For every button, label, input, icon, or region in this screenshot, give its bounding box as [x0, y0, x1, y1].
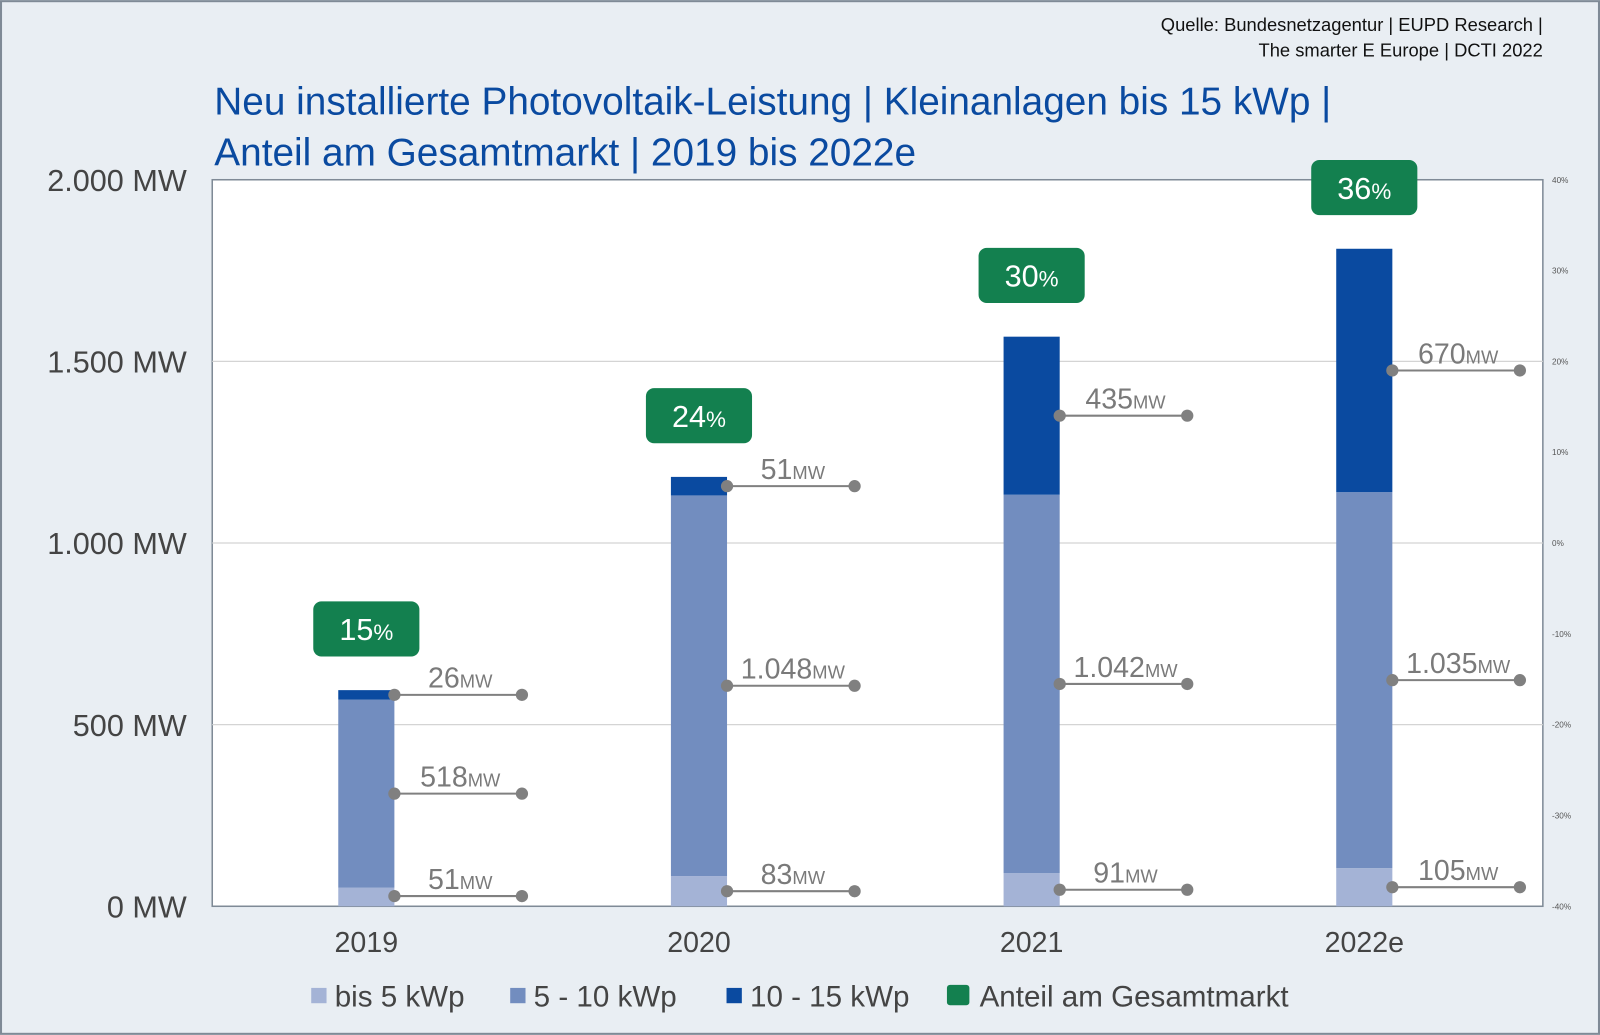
bar-segment — [1336, 868, 1393, 907]
legend-swatch — [946, 984, 970, 1006]
leader-dot — [848, 885, 861, 898]
bar-segment — [1336, 492, 1393, 869]
x-tick-label: 2020 — [667, 927, 731, 959]
chart-title-line-2: Anteil am Gesamtmarkt | 2019 bis 2022e — [214, 131, 916, 174]
data-label: 83MW — [761, 859, 826, 891]
leader-dot — [720, 885, 734, 898]
x-tick-label: 2022e — [1325, 927, 1404, 959]
legend-swatch — [311, 987, 327, 1004]
share-badge — [313, 601, 420, 657]
y2-tick-label: -10% — [1552, 630, 1571, 639]
share-label: 36% — [1337, 172, 1391, 206]
leader-dot — [1053, 677, 1066, 691]
bar-segment — [1003, 494, 1060, 874]
leader-dot — [848, 679, 861, 692]
data-label: 91MW — [1093, 858, 1158, 890]
bar-segment — [670, 476, 728, 496]
data-label: 1.048MW — [741, 654, 846, 686]
leader-dot — [848, 480, 861, 493]
bar-segment — [338, 699, 395, 888]
legend-label: 5 - 10 kWp — [534, 980, 677, 1013]
share-badge — [645, 388, 753, 444]
data-label: 26MW — [428, 663, 493, 695]
data-label: 51MW — [428, 864, 493, 896]
leader-dot — [388, 889, 401, 903]
bar-segment — [338, 887, 395, 907]
x-tick-label: 2019 — [335, 927, 399, 959]
leader-dot — [388, 688, 401, 701]
y2-tick-label: 40% — [1552, 176, 1568, 185]
legend-swatch — [726, 987, 742, 1004]
share-label: 15% — [339, 613, 393, 647]
leader-dot — [1386, 881, 1399, 894]
y-tick-label: 500 MW — [73, 709, 187, 743]
y2-tick-label: 10% — [1552, 448, 1568, 457]
y2-tick-label: 0% — [1552, 539, 1564, 548]
source-line-2: The smarter E Europe | DCTI 2022 — [1258, 39, 1542, 60]
y2-tick-label: 20% — [1552, 357, 1568, 366]
leader-dot — [515, 889, 529, 903]
chart-title-line-1: Neu installierte Photovoltaik-Leistung |… — [214, 80, 1331, 123]
bar-segment — [338, 690, 395, 700]
leader-dot — [720, 679, 734, 692]
legend-label: 10 - 15 kWp — [750, 980, 909, 1013]
y-tick-label: 2.000 MW — [47, 164, 187, 198]
legend-label: bis 5 kWp — [335, 980, 465, 1013]
leader-dot — [1386, 674, 1399, 687]
source-line-1: Quelle: Bundesnetzagentur | EUPD Researc… — [1161, 14, 1543, 35]
bar-segment — [670, 876, 728, 907]
data-label: 105MW — [1418, 855, 1499, 887]
leader-dot — [1181, 677, 1194, 691]
share-label: 24% — [672, 400, 726, 434]
leader-dot — [1053, 409, 1066, 422]
leader-dot — [1181, 883, 1194, 896]
leader-dot — [1513, 674, 1527, 687]
y-tick-label: 0 MW — [107, 891, 187, 925]
bar-segment — [1003, 873, 1060, 907]
legend-swatch — [510, 987, 526, 1004]
y-tick-label: 1.000 MW — [47, 527, 187, 561]
y-tick-label: 1.500 MW — [47, 346, 187, 380]
data-label: 1.035MW — [1406, 648, 1511, 680]
data-label: 51MW — [761, 454, 826, 486]
y2-tick-label: 30% — [1552, 267, 1568, 276]
data-label: 518MW — [420, 762, 501, 794]
leader-dot — [1386, 364, 1399, 377]
leader-dot — [515, 787, 529, 800]
legend-label: Anteil am Gesamtmarkt — [980, 980, 1289, 1013]
bar-segment — [1336, 248, 1393, 493]
y2-tick-label: -20% — [1552, 721, 1571, 730]
leader-dot — [1053, 883, 1066, 896]
leader-dot — [1181, 409, 1194, 422]
leader-dot — [1513, 881, 1527, 894]
leader-dot — [720, 480, 734, 493]
data-label: 670MW — [1418, 338, 1499, 370]
leader-dot — [515, 688, 529, 701]
share-badge — [978, 247, 1085, 304]
share-label: 30% — [1005, 260, 1059, 294]
bar-segment — [1003, 336, 1060, 495]
x-tick-label: 2021 — [1000, 927, 1064, 959]
data-label: 435MW — [1085, 384, 1166, 416]
bar-segment — [670, 495, 728, 877]
y2-tick-label: -30% — [1552, 812, 1571, 821]
leader-dot — [1513, 364, 1527, 377]
leader-dot — [388, 787, 401, 800]
share-badge — [1311, 159, 1418, 216]
y2-tick-label: -40% — [1552, 902, 1571, 911]
data-label: 1.042MW — [1073, 652, 1178, 684]
